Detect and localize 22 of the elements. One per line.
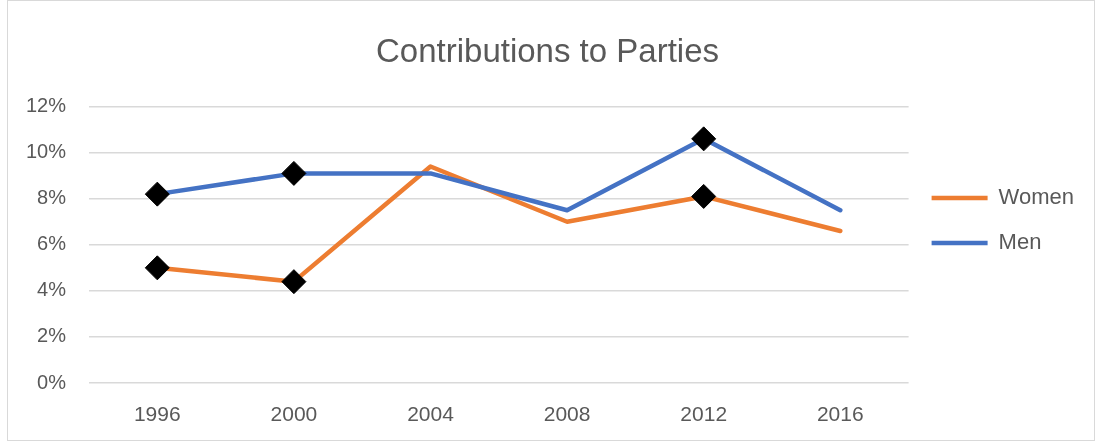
y-tick-label: 12%: [25, 94, 67, 117]
legend-label: Men: [998, 229, 1042, 255]
x-tick-label: 1996: [133, 402, 181, 426]
chart-title: Contributions to Parties: [375, 31, 720, 69]
y-tick-label: 10%: [25, 140, 67, 163]
x-tick-label: 2008: [543, 402, 591, 426]
y-tick-label: 0%: [37, 370, 67, 393]
point: [691, 126, 717, 152]
y-tick-label: 8%: [37, 186, 67, 209]
y-tick-label: 6%: [37, 232, 67, 255]
x-tick-label: 2004: [407, 402, 455, 426]
point: [144, 181, 170, 207]
x-tick-label: 2012: [680, 402, 728, 426]
x-tick-label: 2000: [270, 402, 318, 426]
point: [691, 183, 717, 209]
legend-label: Women: [998, 184, 1075, 210]
y-tick-label: 4%: [37, 278, 67, 301]
point: [281, 269, 307, 295]
y-tick-label: 2%: [37, 324, 67, 347]
point: [144, 255, 170, 281]
point: [281, 160, 307, 186]
x-tick-label: 2016: [816, 402, 864, 426]
